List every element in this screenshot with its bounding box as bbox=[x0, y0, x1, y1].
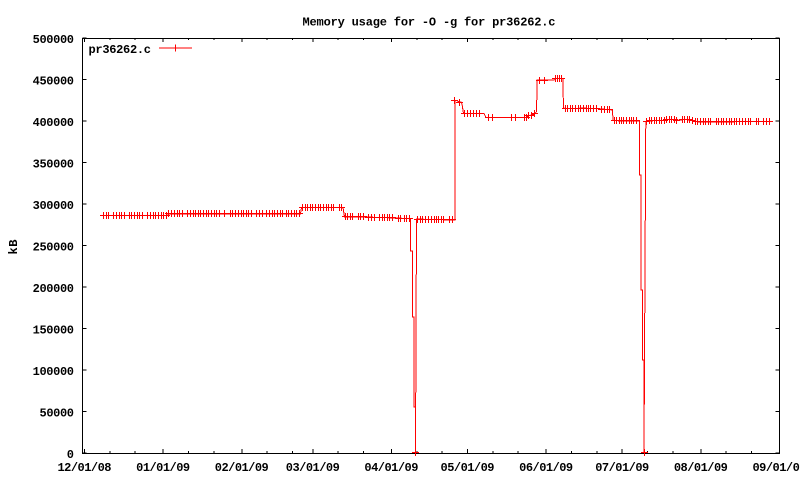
svg-text:09/01/09: 09/01/09 bbox=[753, 461, 800, 475]
svg-text:500000: 500000 bbox=[33, 33, 74, 47]
svg-text:0: 0 bbox=[67, 448, 74, 462]
svg-text:350000: 350000 bbox=[33, 158, 74, 172]
svg-text:300000: 300000 bbox=[33, 199, 74, 213]
svg-text:pr36262.c: pr36262.c bbox=[89, 43, 152, 57]
svg-text:Memory usage for -O -g for pr3: Memory usage for -O -g for pr36262.c bbox=[303, 15, 556, 29]
svg-text:03/01/09: 03/01/09 bbox=[286, 461, 340, 475]
svg-text:08/01/09: 08/01/09 bbox=[674, 461, 728, 475]
svg-text:150000: 150000 bbox=[33, 324, 74, 338]
svg-text:07/01/09: 07/01/09 bbox=[595, 461, 649, 475]
svg-text:100000: 100000 bbox=[33, 365, 74, 379]
svg-text:200000: 200000 bbox=[33, 282, 74, 296]
svg-text:kB: kB bbox=[7, 240, 21, 255]
svg-text:04/01/09: 04/01/09 bbox=[364, 461, 418, 475]
svg-text:250000: 250000 bbox=[33, 241, 74, 255]
svg-text:06/01/09: 06/01/09 bbox=[519, 461, 573, 475]
svg-text:50000: 50000 bbox=[40, 407, 75, 421]
svg-text:02/01/09: 02/01/09 bbox=[215, 461, 269, 475]
svg-text:12/01/08: 12/01/08 bbox=[58, 461, 112, 475]
svg-text:05/01/09: 05/01/09 bbox=[441, 461, 495, 475]
svg-text:01/01/09: 01/01/09 bbox=[136, 461, 190, 475]
svg-text:450000: 450000 bbox=[33, 75, 74, 89]
svg-text:400000: 400000 bbox=[33, 116, 74, 130]
